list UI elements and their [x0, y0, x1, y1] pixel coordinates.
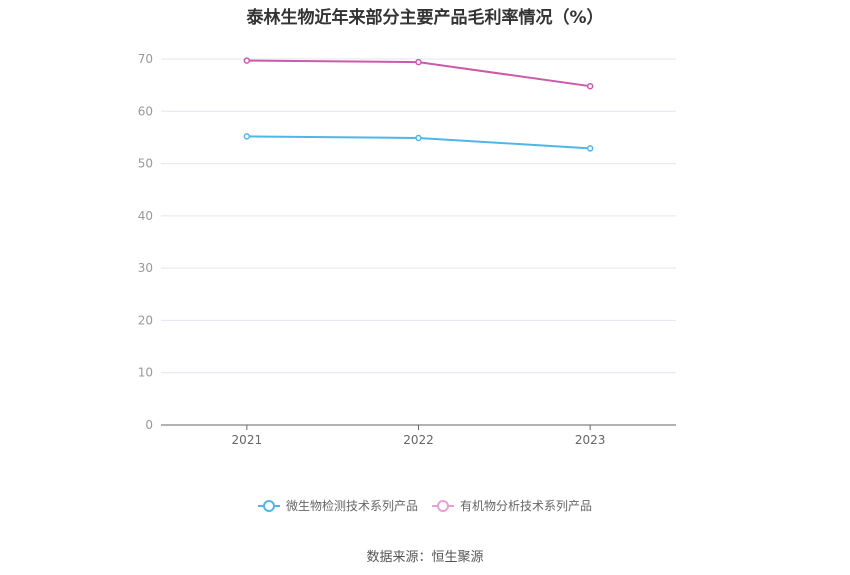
- grid-lines: [161, 58, 676, 374]
- data-point[interactable]: [415, 58, 422, 66]
- data-point[interactable]: [243, 57, 251, 64]
- y-tick-label: 70: [138, 52, 153, 66]
- legend-label-0: 微生物检测技术系列产品: [285, 499, 418, 513]
- y-axis-ticks: 0 10 20 30 40 50 60 70: [138, 52, 153, 432]
- y-tick-label: 60: [138, 104, 153, 118]
- y-tick-label: 20: [138, 313, 153, 327]
- legend-swatch-0: [257, 499, 280, 512]
- y-tick-label: 0: [145, 418, 153, 432]
- chart-title: 泰林生物近年来部分主要产品毛利率情况（%）: [246, 8, 604, 28]
- legend: 微生物检测技术系列产品 有机物分析技术系列产品: [0, 497, 850, 514]
- y-tick-label: 40: [138, 209, 153, 223]
- legend-item-0[interactable]: 微生物检测技术系列产品: [257, 497, 418, 514]
- y-tick-label: 10: [138, 366, 153, 380]
- x-tick-label: 2023: [575, 433, 606, 447]
- y-tick-label: 50: [138, 157, 153, 171]
- source-note: 数据来源：恒生聚源: [366, 550, 484, 565]
- x-axis-ticks: 2021 2022 2023: [232, 425, 606, 447]
- legend-label-1: 有机物分析技术系列产品: [460, 499, 593, 513]
- data-point[interactable]: [243, 133, 251, 140]
- y-tick-label: 30: [138, 261, 153, 275]
- legend-item-1[interactable]: 有机物分析技术系列产品: [432, 497, 592, 514]
- x-tick-label: 2021: [232, 433, 263, 447]
- series-group: [243, 57, 594, 152]
- data-point[interactable]: [415, 134, 422, 142]
- data-point[interactable]: [586, 82, 594, 90]
- x-tick-label: 2022: [403, 433, 434, 447]
- legend-swatch-1: [432, 499, 454, 512]
- data-point[interactable]: [586, 145, 594, 152]
